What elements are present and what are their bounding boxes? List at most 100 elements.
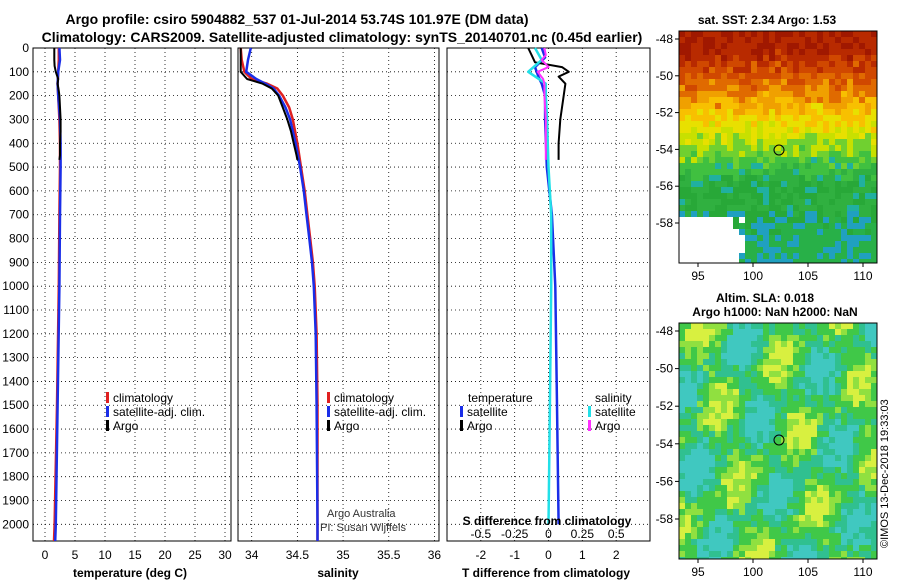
map-cell	[715, 449, 721, 455]
map-cell	[823, 121, 829, 127]
map-cell	[865, 181, 871, 187]
map-cell	[871, 49, 877, 55]
map-cell	[787, 371, 793, 377]
map-cell	[841, 551, 847, 557]
map-cell	[811, 557, 817, 559]
map-cell	[691, 497, 697, 503]
map-cell	[715, 479, 721, 485]
map-cell	[739, 241, 745, 247]
map-cell	[859, 85, 865, 91]
map-cell	[727, 503, 733, 509]
map-cell	[751, 181, 757, 187]
map-cell	[829, 235, 835, 241]
map-cell	[769, 43, 775, 49]
map-cell	[775, 539, 781, 545]
map-cell	[715, 91, 721, 97]
map-cell	[751, 37, 757, 43]
map-cell	[691, 211, 697, 217]
map-cell	[709, 509, 715, 515]
map-cell	[823, 539, 829, 545]
map-cell	[841, 103, 847, 109]
map-cell	[859, 449, 865, 455]
map-cell	[733, 181, 739, 187]
map-cell	[679, 395, 685, 401]
map-cell	[757, 533, 763, 539]
map-cell	[871, 557, 877, 559]
map-cell	[763, 169, 769, 175]
map-cell	[703, 211, 709, 217]
map-cell	[811, 67, 817, 73]
map-cell	[697, 151, 703, 157]
map-cell	[757, 473, 763, 479]
map-cell	[805, 163, 811, 169]
map-cell	[763, 31, 769, 37]
map-cell	[775, 419, 781, 425]
map-cell	[727, 61, 733, 67]
figure-title-line1: Argo profile: csiro 5904882_537 01-Jul-2…	[65, 11, 528, 27]
map-cell	[799, 365, 805, 371]
map-cell	[763, 115, 769, 121]
map-cell	[775, 169, 781, 175]
map-cell	[751, 497, 757, 503]
map-cell	[757, 127, 763, 133]
lon-tick-label: 110	[853, 565, 872, 579]
map-cell	[823, 521, 829, 527]
lat-tick-label: -56	[656, 474, 674, 488]
map-cell	[847, 347, 853, 353]
x-tick-label: 20	[158, 548, 172, 562]
map-cell	[823, 145, 829, 151]
map-cell	[745, 205, 751, 211]
map-cell	[703, 485, 709, 491]
map-cell	[829, 515, 835, 521]
map-cell	[763, 97, 769, 103]
map-cell	[703, 97, 709, 103]
map-cell	[703, 323, 709, 329]
map-cell	[745, 61, 751, 67]
map-cell	[775, 73, 781, 79]
series-line-climatology	[239, 47, 319, 541]
map-cell	[817, 413, 823, 419]
map-cell	[757, 211, 763, 217]
map-cell	[745, 437, 751, 443]
map-cell	[805, 413, 811, 419]
map-cell	[871, 103, 877, 109]
map-cell	[745, 79, 751, 85]
map-cell	[787, 557, 793, 559]
map-cell	[763, 485, 769, 491]
map-cell	[805, 407, 811, 413]
map-cell	[745, 449, 751, 455]
map-cell	[739, 419, 745, 425]
map-cell	[865, 55, 871, 61]
map-cell	[865, 145, 871, 151]
map-cell	[751, 437, 757, 443]
map-cell	[847, 527, 853, 533]
map-cell	[763, 253, 769, 259]
map-cell	[763, 181, 769, 187]
map-cell	[715, 425, 721, 431]
map-cell	[847, 473, 853, 479]
map-cell	[823, 545, 829, 551]
map-cell	[853, 383, 859, 389]
map-cell	[817, 127, 823, 133]
map-cell	[817, 91, 823, 97]
map-cell	[715, 253, 721, 259]
map-cell	[727, 73, 733, 79]
map-cell	[853, 395, 859, 401]
map-cell	[787, 241, 793, 247]
map-cell	[871, 551, 877, 557]
map-cell	[817, 139, 823, 145]
map-cell	[805, 91, 811, 97]
map-cell	[733, 407, 739, 413]
map-cell	[691, 407, 697, 413]
map-cell	[685, 31, 691, 37]
map-cell	[841, 557, 847, 559]
map-cell	[733, 437, 739, 443]
map-cell	[721, 539, 727, 545]
map-cell	[823, 455, 829, 461]
map-cell	[835, 515, 841, 521]
map-cell	[871, 67, 877, 73]
map-cell	[715, 121, 721, 127]
map-cell	[757, 181, 763, 187]
map-cell	[841, 449, 847, 455]
map-cell	[763, 539, 769, 545]
